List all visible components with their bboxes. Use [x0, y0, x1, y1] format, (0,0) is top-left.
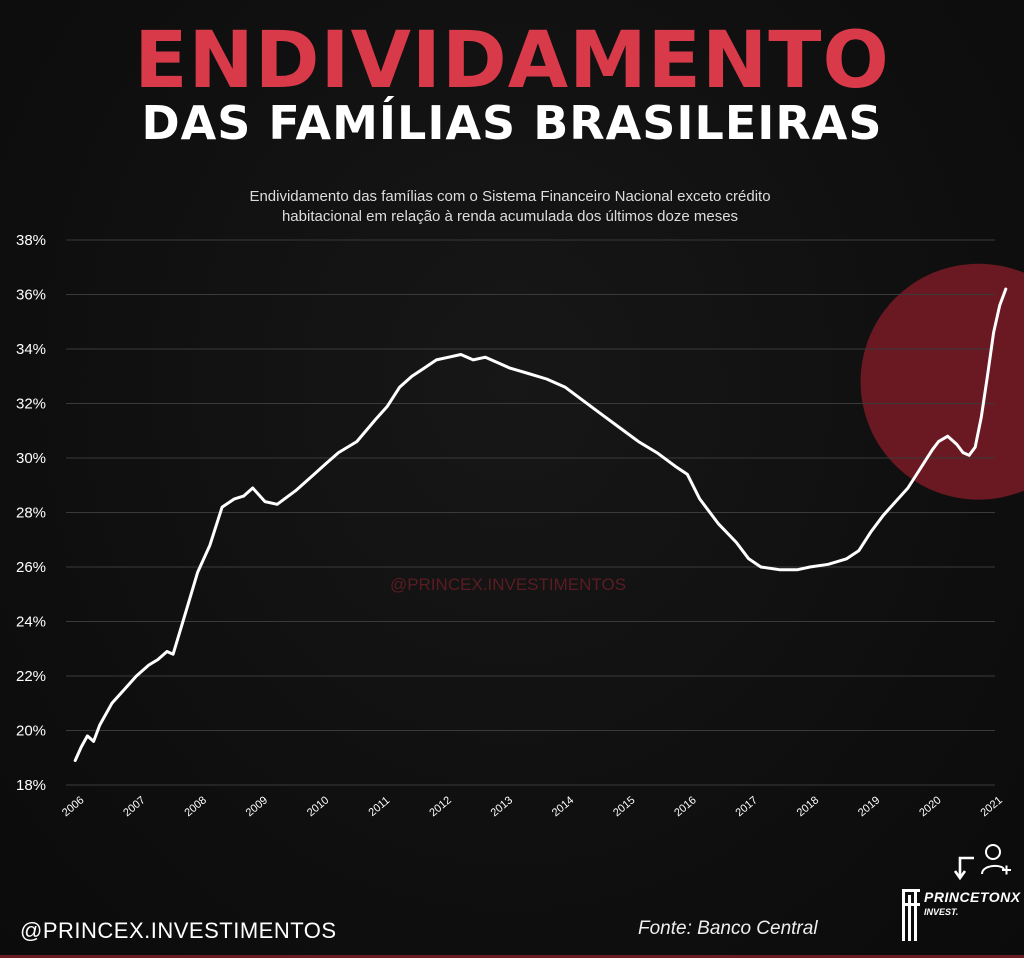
x-tick-label: 2008 — [182, 794, 208, 819]
highlight-circle — [860, 263, 1024, 500]
y-tick-label: 18% — [16, 777, 46, 794]
brand-mark-icon — [902, 889, 920, 941]
watermark: @PRINCEX.INVESTIMENTOS — [390, 575, 626, 594]
brand-name: PRINCETONX — [924, 889, 1021, 905]
brand-sub: INVEST. — [924, 907, 959, 917]
y-tick-label: 22% — [16, 668, 46, 685]
page-title: ENDIVIDAMENTO — [134, 16, 890, 106]
brand-logo: PRINCETONX INVEST. — [900, 885, 1020, 945]
y-tick-label: 24% — [16, 614, 46, 631]
series-line — [73, 287, 1008, 762]
x-tick-label: 2006 — [60, 794, 86, 819]
x-tick-label: 2021 — [978, 794, 1004, 819]
x-tick-label: 2019 — [856, 794, 882, 819]
highlight-layer — [860, 263, 1024, 500]
x-tick-label: 2007 — [121, 794, 147, 819]
x-tick-label: 2015 — [611, 794, 637, 819]
y-tick-label: 32% — [16, 396, 46, 413]
x-tick-label: 2017 — [734, 794, 760, 819]
x-tick-label: 2016 — [672, 794, 698, 819]
y-tick-label: 38% — [16, 232, 46, 249]
y-tick-label: 26% — [16, 559, 46, 576]
x-tick-label: 2020 — [917, 794, 943, 819]
description-line-1: Endividamento das famílias com o Sistema… — [249, 188, 771, 205]
y-axis-labels: 18% 20% 22% 24% 26% 28% 30% 32% 34% 36% 38% — [16, 232, 46, 794]
x-tick-label: 2012 — [427, 794, 453, 819]
x-tick-label: 2010 — [305, 794, 331, 819]
bottom-rule — [0, 955, 1024, 958]
x-tick-label: 2018 — [795, 794, 821, 819]
chart-description: Endividamento das famílias com o Sistema… — [150, 187, 870, 227]
x-tick-label: 2011 — [366, 795, 392, 819]
share-arrow-icon[interactable] — [952, 852, 978, 882]
add-user-icon[interactable] — [980, 842, 1012, 878]
y-tick-label: 20% — [16, 723, 46, 740]
y-tick-label: 30% — [16, 450, 46, 467]
footer-source: Fonte: Banco Central — [638, 918, 818, 939]
x-tick-label: 2009 — [244, 794, 270, 819]
footer-handle: @PRINCEX.INVESTIMENTOS — [20, 918, 337, 943]
x-tick-label: 2014 — [550, 794, 576, 819]
page-subtitle: DAS FAMÍLIAS BRASILEIRAS — [141, 96, 883, 150]
x-tick-label: 2013 — [489, 794, 515, 819]
y-tick-label: 28% — [16, 505, 46, 522]
x-axis-labels: 2006 2007 2008 2009 2010 2011 2012 2013 2014 2015… — [60, 794, 1005, 819]
description-line-2: habitacional em relação à renda acumulad… — [281, 208, 739, 225]
series-layer — [73, 287, 1008, 762]
line-chart: @PRINCEX.INVESTIMENTOS 18% 20% 22% 24% 26% 28… — [16, 232, 1024, 819]
grid-layer — [66, 239, 995, 786]
y-tick-label: 36% — [16, 287, 46, 304]
y-tick-label: 34% — [16, 341, 46, 358]
